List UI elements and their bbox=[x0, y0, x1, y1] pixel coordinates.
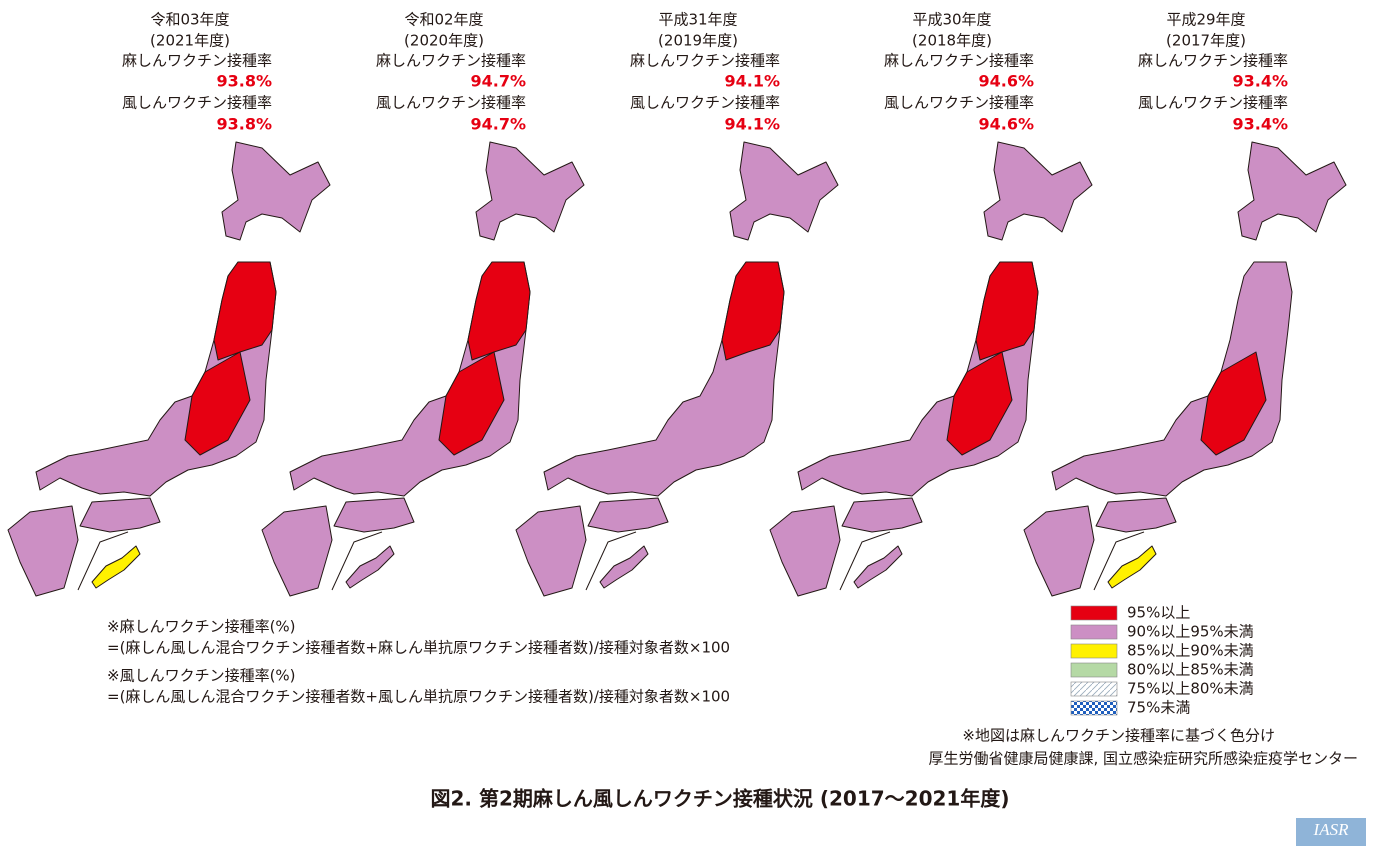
legend-swatch bbox=[1070, 681, 1118, 697]
region bbox=[983, 141, 1093, 241]
rubella-label: 風しんワクチン接種率 bbox=[1138, 94, 1288, 112]
formula-note: =(麻しん風しん混合ワクチン接種者数+風しん単抗原ワクチン接種者数)/接種対象者… bbox=[107, 688, 730, 706]
region bbox=[261, 505, 333, 597]
rubella-rate: 93.4% bbox=[1232, 115, 1288, 134]
region bbox=[333, 497, 415, 533]
legend-label: 90%以上95%未満 bbox=[1127, 623, 1254, 641]
region bbox=[7, 505, 79, 597]
measles-rate: 94.1% bbox=[724, 72, 780, 91]
era: 平成31年度 bbox=[658, 11, 737, 29]
okinawa bbox=[599, 545, 649, 589]
formula-note: ※風しんワクチン接種率(%) bbox=[107, 667, 296, 685]
caption: 図2. 第2期麻しん風しんワクチン接種状況 (2017〜2021年度) bbox=[431, 787, 1010, 811]
legend-label: 80%以上85%未満 bbox=[1127, 661, 1254, 679]
year: (2021年度) bbox=[150, 32, 230, 50]
measles-label: 麻しんワクチン接種率 bbox=[884, 52, 1034, 70]
legend-swatch bbox=[1070, 605, 1118, 621]
legend-swatch bbox=[1070, 700, 1118, 716]
rubella-rate: 94.1% bbox=[724, 115, 780, 134]
japan-map bbox=[7, 141, 331, 597]
region-high bbox=[1200, 351, 1267, 456]
region bbox=[515, 505, 587, 597]
region-high bbox=[184, 351, 251, 456]
measles-label: 麻しんワクチン接種率 bbox=[1138, 52, 1288, 70]
year: (2020年度) bbox=[404, 32, 484, 50]
measles-label: 麻しんワクチン接種率 bbox=[376, 52, 526, 70]
region-high bbox=[946, 351, 1013, 456]
measles-label: 麻しんワクチン接種率 bbox=[122, 52, 272, 70]
japan-map bbox=[515, 141, 839, 597]
region bbox=[1095, 497, 1177, 533]
rubella-rate: 94.6% bbox=[978, 115, 1034, 134]
era: 平成29年度 bbox=[1166, 11, 1245, 29]
okinawa bbox=[345, 545, 395, 589]
legend-swatch bbox=[1070, 662, 1118, 678]
region bbox=[1237, 141, 1347, 241]
logo: IASR bbox=[1313, 820, 1350, 839]
era: 平成30年度 bbox=[912, 11, 991, 29]
region bbox=[475, 141, 585, 241]
region bbox=[729, 141, 839, 241]
measles-label: 麻しんワクチン接種率 bbox=[630, 52, 780, 70]
rubella-label: 風しんワクチン接種率 bbox=[376, 94, 526, 112]
inset-frame bbox=[1093, 531, 1145, 591]
era: 令和03年度 bbox=[150, 11, 229, 29]
source: 厚生労働省健康局健康課, 国立感染症研究所感染症疫学センター bbox=[928, 750, 1358, 768]
japan-map bbox=[1023, 141, 1347, 597]
legend-label: 95%以上 bbox=[1127, 604, 1190, 622]
inset-frame bbox=[839, 531, 891, 591]
japan-map bbox=[261, 141, 585, 597]
rubella-rate: 94.7% bbox=[470, 115, 526, 134]
legend-label: 85%以上90%未満 bbox=[1127, 642, 1254, 660]
okinawa bbox=[91, 545, 141, 589]
year: (2017年度) bbox=[1166, 32, 1246, 50]
measles-rate: 94.6% bbox=[978, 72, 1034, 91]
region bbox=[543, 261, 785, 497]
measles-rate: 93.8% bbox=[216, 72, 272, 91]
region bbox=[841, 497, 923, 533]
japan-map bbox=[769, 141, 1093, 597]
region-high bbox=[721, 261, 785, 361]
region bbox=[221, 141, 331, 241]
logo-box bbox=[1296, 818, 1366, 846]
measles-rate: 94.7% bbox=[470, 72, 526, 91]
inset-frame bbox=[585, 531, 637, 591]
legend-swatch bbox=[1070, 643, 1118, 659]
okinawa bbox=[853, 545, 903, 589]
region bbox=[769, 505, 841, 597]
region bbox=[79, 497, 161, 533]
map-note: ※地図は麻しんワクチン接種率に基づく色分け bbox=[962, 727, 1275, 745]
measles-rate: 93.4% bbox=[1232, 72, 1288, 91]
year: (2019年度) bbox=[658, 32, 738, 50]
region bbox=[587, 497, 669, 533]
okinawa bbox=[1107, 545, 1157, 589]
legend-swatch bbox=[1070, 624, 1118, 640]
legend-label: 75%以上80%未満 bbox=[1127, 680, 1254, 698]
inset-frame bbox=[331, 531, 383, 591]
legend-label: 75%未満 bbox=[1127, 699, 1190, 717]
rubella-label: 風しんワクチン接種率 bbox=[884, 94, 1034, 112]
inset-frame bbox=[77, 531, 129, 591]
region-high bbox=[438, 351, 505, 456]
region bbox=[1023, 505, 1095, 597]
rubella-label: 風しんワクチン接種率 bbox=[630, 94, 780, 112]
formula-note: ※麻しんワクチン接種率(%) bbox=[107, 618, 296, 636]
rubella-label: 風しんワクチン接種率 bbox=[122, 94, 272, 112]
year: (2018年度) bbox=[912, 32, 992, 50]
formula-note: =(麻しん風しん混合ワクチン接種者数+麻しん単抗原ワクチン接種者数)/接種対象者… bbox=[107, 639, 730, 657]
era: 令和02年度 bbox=[404, 11, 483, 29]
rubella-rate: 93.8% bbox=[216, 115, 272, 134]
